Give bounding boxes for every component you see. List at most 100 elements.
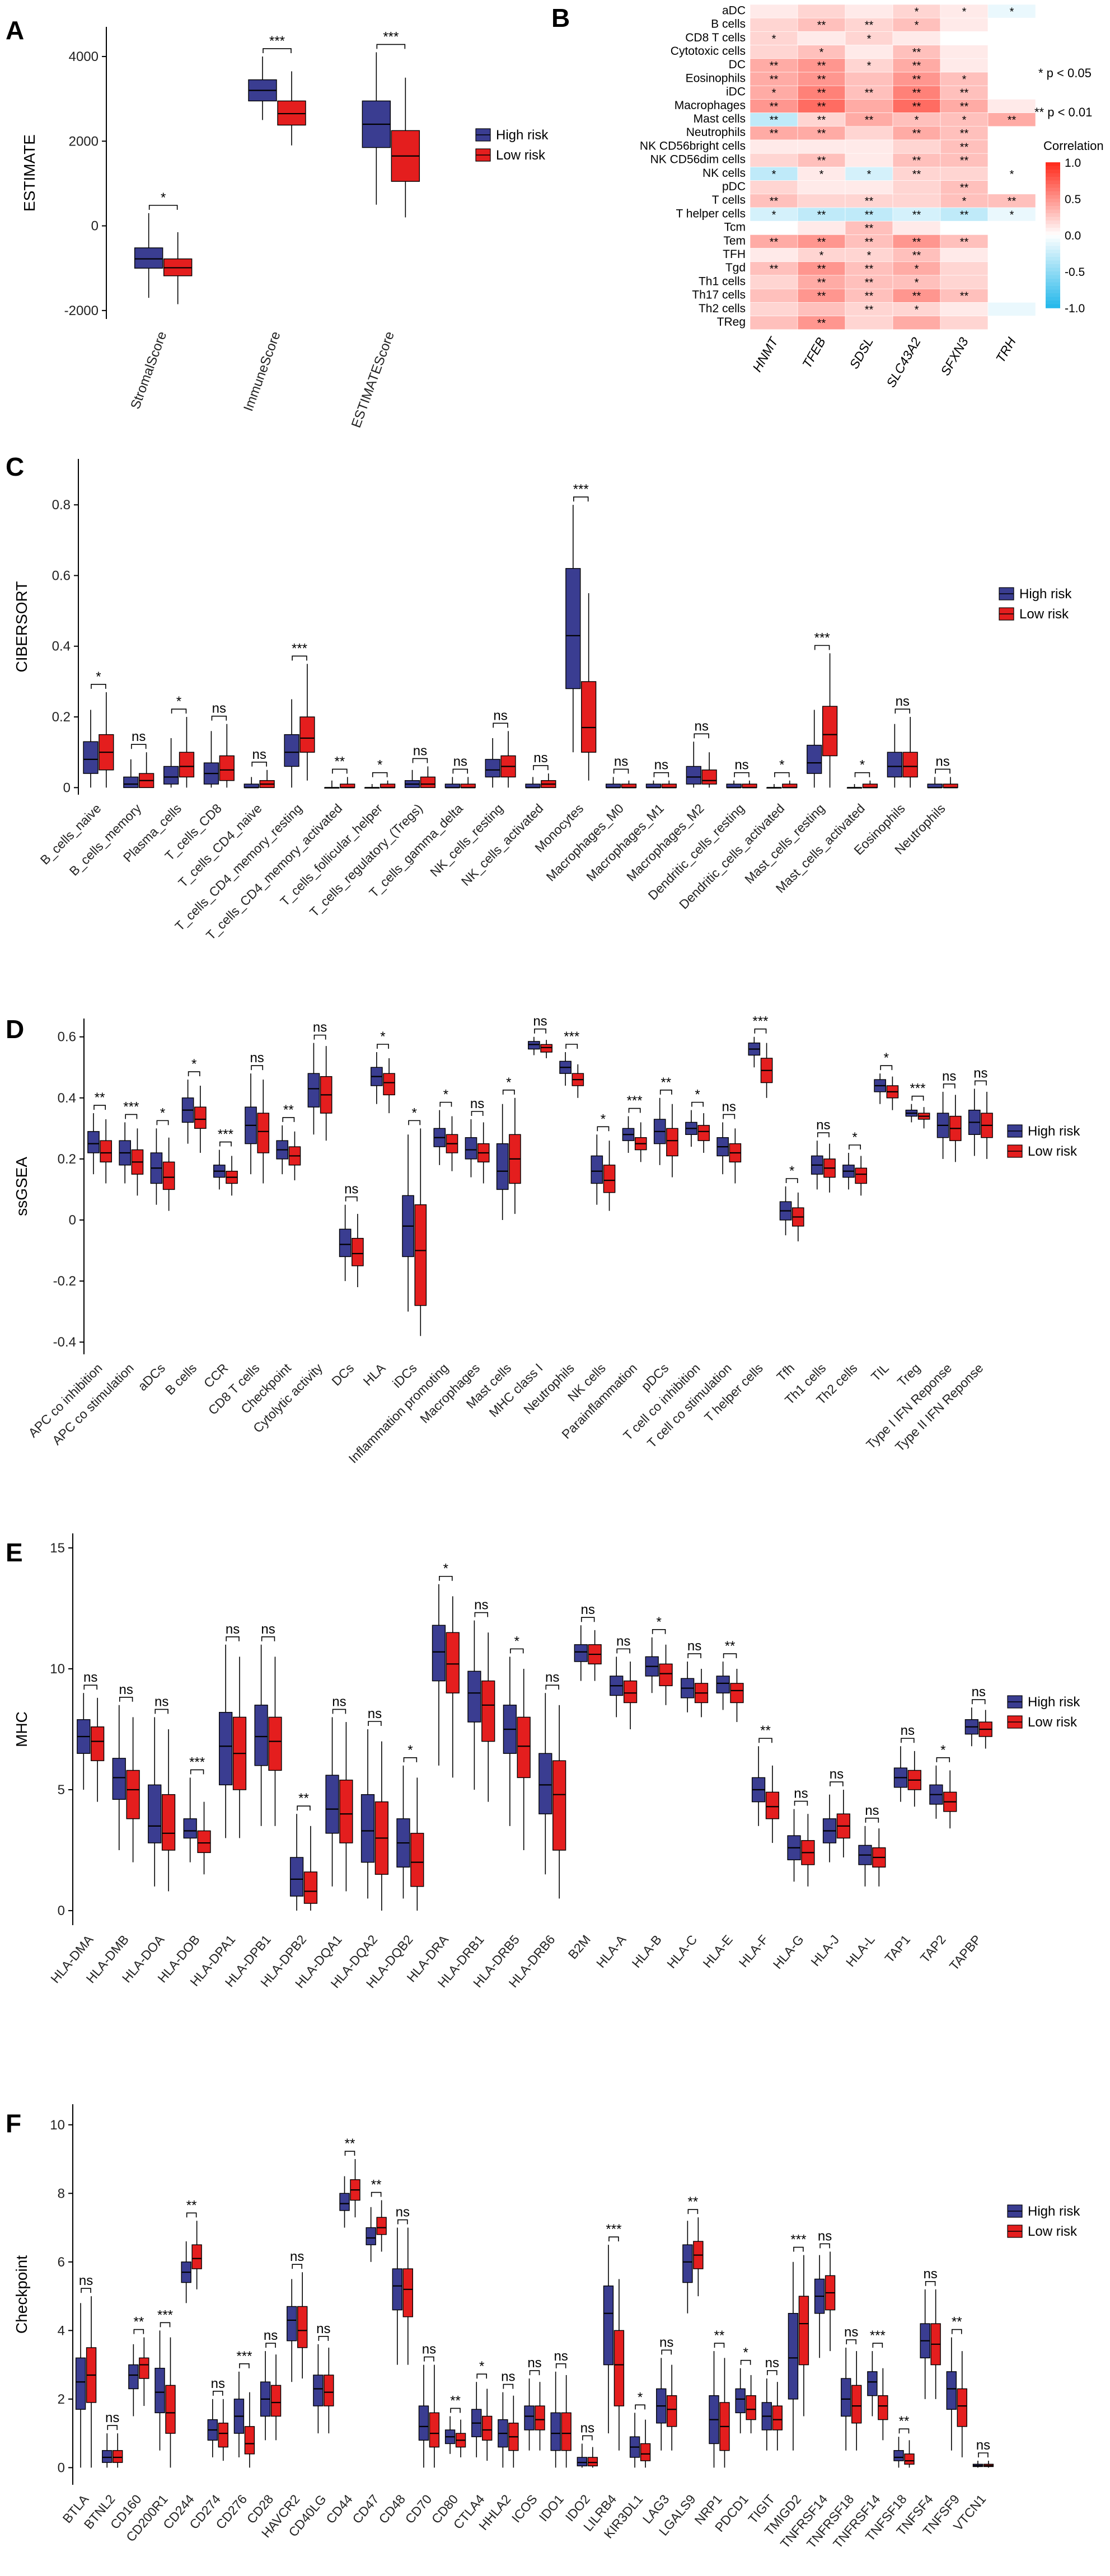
box-high	[538, 1753, 552, 1814]
sig-note: * p < 0.05	[1038, 66, 1092, 80]
sig-bracket	[794, 1800, 808, 1806]
heatmap-cell	[892, 288, 941, 303]
heatmap-star: **	[960, 290, 969, 303]
sig-bracket	[510, 1648, 524, 1654]
box-low	[587, 2457, 598, 2467]
sig-bracket	[265, 2343, 276, 2348]
heatmap-star: **	[912, 168, 921, 181]
y-tick-label: 2	[58, 2392, 65, 2407]
sig-label: ***	[189, 1754, 205, 1770]
box-high	[339, 2193, 350, 2211]
heatmap-cell	[987, 31, 1036, 45]
sig-bracket	[133, 2329, 144, 2334]
heatmap-cell	[940, 288, 989, 303]
box-low	[414, 1204, 427, 1306]
heatmap-star: *	[962, 195, 967, 208]
heatmap-star: **	[817, 101, 826, 113]
sig-note: ** p < 0.01	[1034, 105, 1092, 119]
heatmap-cell	[892, 234, 941, 248]
sig-bracket	[503, 2383, 514, 2389]
colorbar-segment	[1046, 187, 1060, 192]
heatmap-cell	[750, 234, 798, 248]
heatmap-star: **	[770, 73, 779, 86]
heatmap-cell	[892, 220, 941, 235]
heatmap-star: **	[770, 195, 779, 208]
sig-label: *	[161, 190, 166, 205]
heatmap-cell	[892, 31, 941, 45]
sig-bracket	[292, 2264, 302, 2269]
box-low	[429, 2412, 440, 2448]
heatmap-cell	[750, 153, 798, 167]
sig-bracket	[952, 2329, 962, 2334]
colorbar-segment	[1046, 202, 1060, 207]
sig-label: *	[408, 1743, 413, 1758]
sig-label: ns	[212, 701, 226, 716]
heatmap-row-label: NK CD56dim cells	[650, 153, 746, 166]
y-tick-label: 0	[58, 2460, 65, 2475]
heatmap-star: *	[915, 276, 919, 289]
heatmap-star: **	[865, 195, 874, 208]
heatmap-row-label: TReg	[717, 316, 746, 329]
heatmap-star: **	[912, 87, 921, 100]
box-high	[75, 2357, 86, 2410]
sig-bracket	[408, 1120, 421, 1125]
heatmap-star: **	[817, 114, 826, 126]
colorbar-segment	[1046, 297, 1060, 301]
heatmap-cell	[940, 4, 989, 18]
y-axis-title: Checkpoint	[13, 2255, 30, 2334]
box-high	[467, 1671, 481, 1723]
sig-label: *	[443, 1087, 448, 1102]
sig-bracket	[830, 1781, 844, 1787]
sig-bracket	[154, 1709, 168, 1714]
sig-bracket	[211, 715, 227, 721]
heatmap-cell	[797, 153, 846, 167]
heatmap-cell	[987, 194, 1036, 208]
legend-label-high: High risk	[1028, 1124, 1080, 1139]
sig-label: ns	[896, 694, 910, 709]
heatmap-cell	[987, 139, 1036, 154]
sig-bracket	[344, 2151, 355, 2156]
sig-label: **	[725, 1639, 736, 1654]
heatmap-cell	[987, 72, 1036, 86]
sig-bracket	[318, 2336, 329, 2341]
sig-label: ns	[470, 1096, 484, 1111]
heatmap-cell	[797, 139, 846, 154]
sig-label: **	[283, 1102, 294, 1118]
sig-label: ***	[218, 1127, 233, 1142]
heatmap-cell	[845, 85, 893, 100]
sig-label: ns	[119, 1682, 133, 1697]
heatmap-cell	[845, 207, 893, 222]
heatmap-cell	[797, 275, 846, 289]
sig-bracket	[565, 1044, 578, 1049]
sig-label: ns	[973, 1066, 987, 1081]
colorbar-segment	[1046, 242, 1060, 247]
heatmap-star: *	[772, 168, 776, 181]
sig-bracket	[573, 496, 589, 502]
heatmap-cell	[987, 316, 1036, 330]
heatmap-cell	[845, 153, 893, 167]
heatmap-star: **	[960, 209, 969, 221]
colorbar-segment	[1046, 184, 1060, 189]
sig-bracket	[935, 768, 950, 774]
heatmap-star: **	[912, 128, 921, 140]
sig-bracket	[580, 1617, 595, 1622]
sig-bracket	[371, 2192, 382, 2197]
heatmap-star: **	[865, 304, 874, 316]
colorbar-segment	[1046, 199, 1060, 203]
sig-label: ns	[316, 2321, 330, 2336]
heatmap-star: **	[960, 155, 969, 167]
sig-bracket	[397, 2219, 408, 2225]
sig-label: ns	[368, 1706, 382, 1721]
box-high	[148, 1784, 162, 1843]
heatmap-star: *	[867, 60, 872, 72]
heatmap-cell	[892, 45, 941, 59]
heatmap-cell	[797, 72, 846, 86]
sig-label: ns	[501, 2369, 515, 2385]
sig-label: *	[852, 1130, 857, 1145]
y-tick-label: 10	[50, 2118, 65, 2133]
sig-label: ns	[132, 729, 146, 744]
sig-label: *	[638, 2390, 643, 2405]
colorbar-segment	[1046, 238, 1060, 243]
legend: High risk Low risk	[475, 128, 549, 163]
box-high	[128, 2364, 139, 2390]
